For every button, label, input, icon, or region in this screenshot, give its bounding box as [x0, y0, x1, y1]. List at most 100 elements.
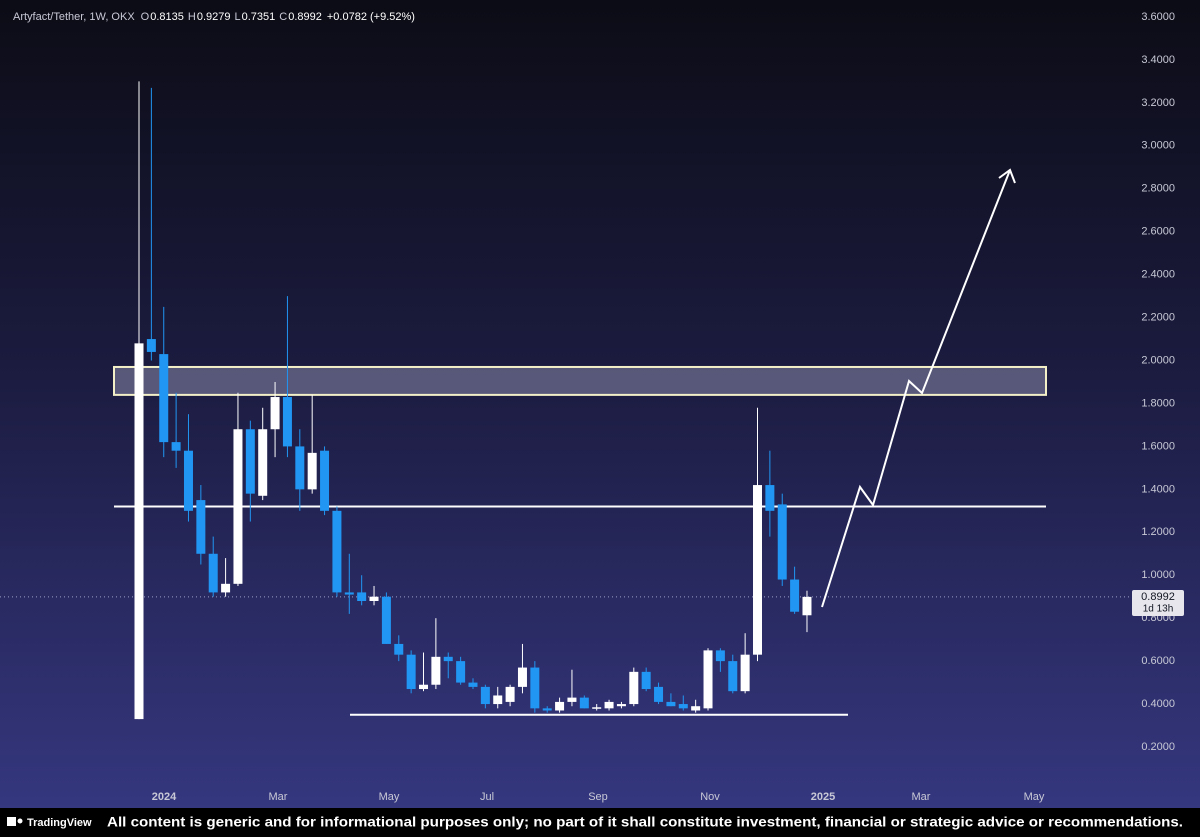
- y-tick-label: 3.6000: [1141, 11, 1175, 23]
- ohlc-value: 0.8135: [150, 11, 184, 23]
- countdown: 1d 13h: [1143, 604, 1174, 615]
- candle-body: [480, 686, 490, 705]
- candle-body: [654, 686, 664, 702]
- candle-body: [146, 339, 156, 352]
- candle-body: [320, 450, 330, 511]
- candle-body: [678, 704, 688, 709]
- candle-body: [728, 661, 738, 692]
- y-tick-label: 3.0000: [1141, 140, 1175, 152]
- x-tick-label: May: [1024, 791, 1045, 803]
- candle-body: [666, 701, 676, 707]
- candle-body: [295, 446, 305, 490]
- resistance-zone: [113, 365, 1047, 396]
- candle-body: [456, 661, 466, 683]
- price-box: [1132, 590, 1184, 616]
- candle-body: [616, 704, 626, 707]
- candle-body: [171, 442, 181, 451]
- y-tick-label: 2.6000: [1141, 226, 1175, 238]
- x-tick-label: 2025: [811, 791, 835, 803]
- candle-body: [753, 485, 762, 655]
- logo-mark: [17, 818, 23, 824]
- candle-body: [196, 500, 206, 554]
- x-tick-label: Sep: [588, 791, 608, 803]
- candle-body: [406, 654, 416, 690]
- ohlc-value: 0.9279: [197, 11, 231, 23]
- y-tick-label: 3.2000: [1141, 97, 1175, 109]
- y-tick-label: 1.8000: [1141, 397, 1175, 409]
- ohlc-letter: O: [141, 11, 150, 23]
- ohlc-letter: L: [234, 11, 240, 23]
- x-tick-label: 2024: [152, 791, 177, 803]
- candle-body: [468, 682, 478, 687]
- candle-body: [567, 697, 577, 702]
- candle-body: [542, 708, 552, 711]
- x-tick-label: May: [379, 791, 400, 803]
- change: +0.0782 (+9.52%): [327, 11, 415, 23]
- projection-arrow: [821, 169, 1011, 608]
- x-tick-label: Mar: [912, 791, 931, 803]
- y-tick-label: 1.6000: [1141, 440, 1175, 452]
- y-tick-label: 2.4000: [1141, 269, 1175, 281]
- candle-body: [344, 592, 354, 595]
- y-tick-label: 1.2000: [1141, 526, 1175, 538]
- y-tick-label: 1.4000: [1141, 483, 1175, 495]
- candle-body: [419, 684, 429, 690]
- candle-body: [431, 656, 441, 685]
- x-tick-label: Mar: [269, 791, 288, 803]
- candle-body: [394, 643, 404, 655]
- brand: TradingView: [27, 817, 92, 829]
- candle-body: [740, 654, 750, 692]
- candle-body: [183, 450, 193, 511]
- candle-body: [159, 354, 169, 443]
- candle-body: [579, 697, 589, 709]
- candle-body: [493, 695, 503, 705]
- candle-body: [505, 686, 515, 702]
- candle-body: [629, 671, 639, 705]
- candle-body: [357, 592, 367, 601]
- y-tick-label: 2.0000: [1141, 354, 1175, 366]
- disclaimer: All content is generic and for informati…: [107, 814, 1183, 830]
- candle-body: [592, 707, 602, 709]
- background: [0, 0, 1200, 808]
- ohlc-letter: H: [188, 11, 196, 23]
- y-tick-label: 2.8000: [1141, 183, 1175, 195]
- candle-body: [369, 596, 379, 601]
- candle-body: [517, 667, 527, 687]
- x-tick-label: Nov: [700, 791, 720, 803]
- y-tick-label: 3.4000: [1141, 54, 1175, 66]
- candle-body: [245, 429, 255, 494]
- candle-body: [134, 343, 144, 720]
- candle-body: [530, 667, 540, 709]
- arrow-head: [998, 168, 1016, 184]
- y-tick-label: 0.4000: [1141, 698, 1175, 710]
- candle-body: [641, 671, 651, 690]
- candle-body: [777, 504, 787, 580]
- candle-body: [802, 596, 812, 616]
- candle-body: [221, 583, 231, 593]
- x-tick-label: Jul: [480, 791, 494, 803]
- candle-body: [715, 650, 725, 662]
- y-tick-label: 2.2000: [1141, 311, 1175, 323]
- candle-body: [307, 452, 317, 490]
- ohlc-letter: C: [279, 11, 287, 23]
- candle-body: [233, 429, 243, 584]
- candle-body: [703, 650, 713, 709]
- y-tick-label: 0.2000: [1141, 741, 1175, 753]
- candle-body: [258, 429, 268, 496]
- symbol: Artyfact/Tether, 1W, OKX: [13, 11, 135, 23]
- candle-body: [790, 579, 800, 612]
- ohlc-value: 0.8992: [288, 11, 322, 23]
- price-label: 0.8992: [1141, 591, 1175, 603]
- footer-bar: [0, 808, 1200, 837]
- y-tick-label: 0.6000: [1141, 655, 1175, 667]
- candle-body: [604, 701, 614, 709]
- plot: 0.20000.40000.60000.80001.00001.20001.40…: [0, 11, 1175, 803]
- candle-body: [270, 397, 280, 430]
- candle-body: [765, 485, 775, 511]
- candle-body: [555, 701, 565, 711]
- candle-body: [443, 656, 453, 662]
- candle-body: [691, 706, 701, 711]
- candle-body: [332, 510, 342, 593]
